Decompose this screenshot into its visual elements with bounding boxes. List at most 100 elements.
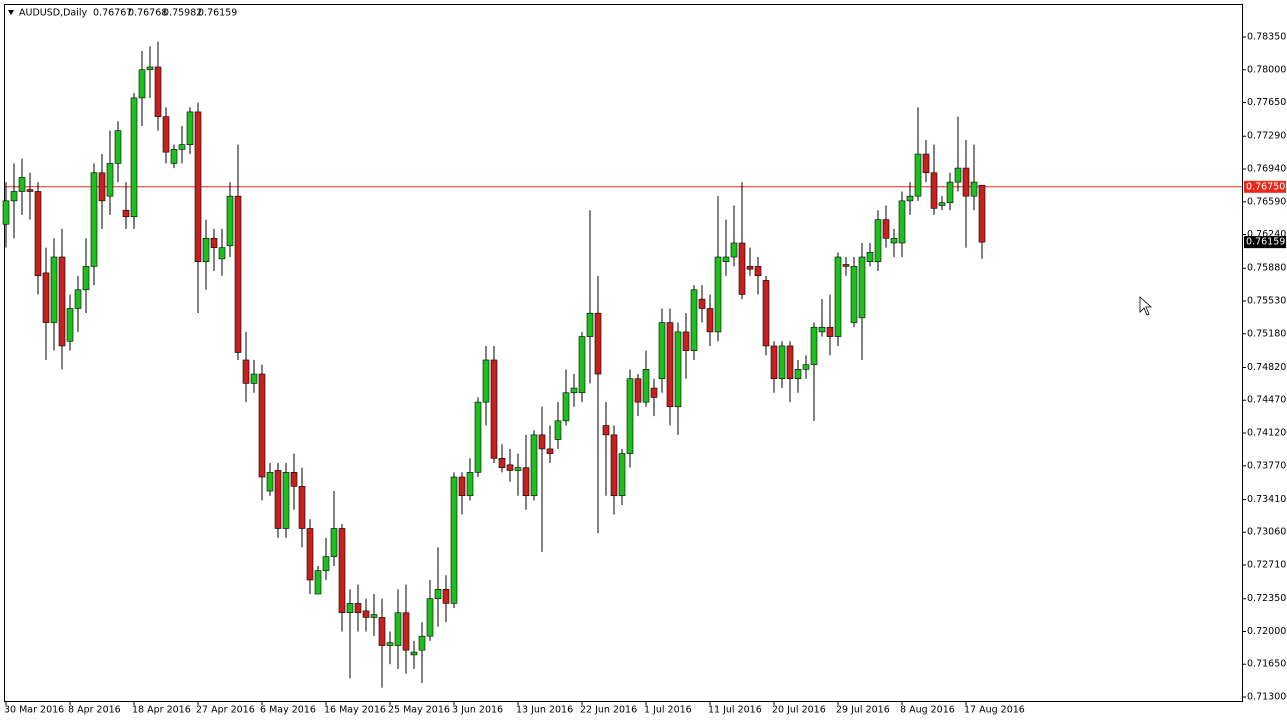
candle-body bbox=[578, 336, 586, 394]
candle-body bbox=[394, 612, 402, 646]
candle-body bbox=[802, 364, 810, 370]
x-tick-label: 25 May 2016 bbox=[388, 705, 450, 716]
header-close: 0.76159 bbox=[198, 8, 237, 19]
candle-body bbox=[442, 589, 450, 604]
candle-body bbox=[426, 598, 434, 637]
candle-body bbox=[290, 472, 298, 487]
y-tick-label: 0.78350 bbox=[1247, 32, 1286, 43]
candle-body bbox=[730, 242, 738, 258]
x-tick-label: 30 Mar 2016 bbox=[4, 705, 64, 716]
y-tick-label: 0.74120 bbox=[1247, 428, 1286, 439]
candle-body bbox=[130, 97, 138, 218]
candle-body bbox=[250, 373, 258, 384]
candle-body bbox=[74, 289, 82, 309]
x-tick-label: 16 May 2016 bbox=[324, 705, 386, 716]
candle-body bbox=[210, 237, 218, 248]
candle-body bbox=[402, 612, 410, 651]
price-label-box bbox=[1244, 236, 1286, 249]
candle-body bbox=[146, 66, 154, 71]
candle-body bbox=[658, 322, 666, 380]
x-tick-label: 20 Jul 2016 bbox=[772, 705, 826, 716]
y-tick-label: 0.71650 bbox=[1247, 659, 1286, 670]
candle-body bbox=[858, 256, 866, 319]
y-tick-label: 0.76940 bbox=[1247, 164, 1286, 175]
y-tick-label: 0.73770 bbox=[1247, 460, 1286, 471]
y-tick-label: 0.73410 bbox=[1247, 494, 1286, 505]
x-tick-label: 1 Jul 2016 bbox=[644, 705, 692, 716]
candle-body bbox=[514, 467, 522, 471]
candle-body bbox=[322, 556, 330, 571]
candle-body bbox=[538, 434, 546, 450]
header-open: 0.76767 bbox=[93, 8, 132, 19]
candle-body bbox=[778, 345, 786, 380]
candle-body bbox=[954, 167, 962, 183]
candle-body bbox=[242, 359, 250, 384]
candle-body bbox=[842, 264, 850, 267]
candle-body bbox=[930, 172, 938, 209]
candle-body bbox=[698, 298, 706, 309]
candle-body bbox=[490, 359, 498, 459]
candle-body bbox=[98, 172, 106, 202]
candle-body bbox=[218, 247, 226, 260]
y-tick-label: 0.73060 bbox=[1247, 527, 1286, 538]
candle-body bbox=[634, 378, 642, 403]
candle-body bbox=[746, 266, 754, 270]
candle-body bbox=[506, 464, 514, 471]
candle-body bbox=[666, 322, 674, 408]
candle-body bbox=[834, 256, 842, 337]
candle-body bbox=[450, 476, 458, 604]
x-tick-label: 29 Jul 2016 bbox=[836, 705, 890, 716]
candle-body bbox=[330, 528, 338, 557]
plot-frame bbox=[4, 4, 1243, 702]
candle-body bbox=[898, 200, 906, 244]
candle-body bbox=[50, 256, 58, 323]
candle-body bbox=[562, 392, 570, 422]
candle-body bbox=[498, 457, 506, 468]
candle-body bbox=[410, 651, 418, 656]
candle-body bbox=[762, 280, 770, 347]
x-tick-label: 22 Jun 2016 bbox=[580, 705, 637, 716]
candle-body bbox=[794, 369, 802, 380]
candle-body bbox=[378, 617, 386, 646]
candle-body bbox=[170, 149, 178, 164]
candle-body bbox=[786, 345, 794, 380]
candle-body bbox=[594, 312, 602, 375]
candle-body bbox=[2, 200, 10, 225]
candle-body bbox=[642, 369, 650, 403]
candle-body bbox=[554, 420, 562, 440]
candle-body bbox=[298, 486, 306, 529]
candle-body bbox=[266, 472, 274, 492]
x-tick-label: 3 Jun 2016 bbox=[452, 705, 503, 716]
candle-body bbox=[738, 242, 746, 295]
x-tick-label: 8 Apr 2016 bbox=[68, 705, 121, 716]
mouse-cursor bbox=[1139, 296, 1153, 316]
candle-body bbox=[466, 472, 474, 497]
candle-body bbox=[978, 184, 986, 243]
candle-body bbox=[482, 359, 490, 403]
candle-body bbox=[458, 476, 466, 497]
candle-body bbox=[282, 472, 290, 529]
candle-body bbox=[362, 610, 370, 618]
candle-body bbox=[874, 219, 882, 262]
x-tick-label: 27 Apr 2016 bbox=[196, 705, 255, 716]
candle-body bbox=[914, 153, 922, 197]
candle-body bbox=[258, 373, 266, 478]
candle-body bbox=[106, 163, 114, 197]
candle-body bbox=[690, 289, 698, 351]
x-tick-label: 11 Jul 2016 bbox=[708, 705, 762, 716]
candle-body bbox=[10, 191, 18, 202]
candle-body bbox=[306, 528, 314, 581]
y-tick-label: 0.75880 bbox=[1247, 263, 1286, 274]
candle-body bbox=[18, 177, 26, 192]
y-tick-label: 0.75530 bbox=[1247, 296, 1286, 307]
candle-body bbox=[66, 308, 74, 342]
candle-body bbox=[114, 130, 122, 164]
y-tick-label: 0.74820 bbox=[1247, 362, 1286, 373]
candle-body bbox=[90, 172, 98, 267]
candle-body bbox=[618, 453, 626, 497]
bid-label-box bbox=[1244, 180, 1286, 193]
candle-body bbox=[818, 326, 826, 333]
y-tick-label: 0.77650 bbox=[1247, 97, 1286, 108]
candle-body bbox=[586, 312, 594, 337]
y-tick-label: 0.74470 bbox=[1247, 395, 1286, 406]
